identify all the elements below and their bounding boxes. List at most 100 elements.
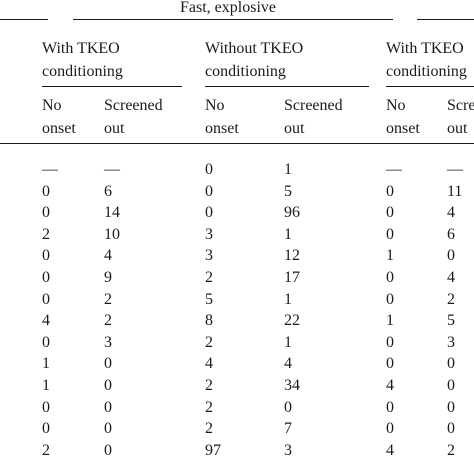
table-cell: 1 [284,225,292,243]
table-cell: 6 [104,182,112,200]
table-cell: 0 [447,377,455,394]
table-cell: 1 [284,333,292,351]
table-cell: 0 [104,441,112,459]
table-cell: 0 [447,420,455,438]
table-cell: 0 [386,398,394,416]
table-cell: 10 [104,225,120,243]
table-cell: 3 [104,333,112,351]
top-rule-right [417,19,474,20]
table-cell: 0 [447,355,455,373]
table-cell: 4 [104,247,112,265]
table-cell: 0 [42,333,50,351]
table-cell: 5 [205,290,213,308]
table-cell: 0 [104,355,112,373]
table-cell: 0 [386,355,394,373]
table-cell: 3 [205,225,213,243]
sub-header-col-1-line-1: No [42,97,62,114]
table-cell: 1 [386,312,394,330]
sub-header-col-1-line-2: onset [42,120,76,137]
table-cell: 34 [284,377,300,394]
table-cell: 17 [284,269,300,286]
sub-header-col-2-line-2: out [104,120,125,137]
group-header-2-line-2: conditioning [205,63,286,80]
table-cell: 3 [447,333,455,351]
table-cell: 0 [386,333,394,351]
table-cell: 0 [386,420,394,438]
table-cell: 5 [447,312,455,330]
table-cell: 2 [205,333,213,351]
group-header-3-line-2: conditioning [386,63,467,80]
table-cell: 22 [284,312,300,330]
sub-header-col-4-line-2: out [284,120,305,137]
table-cell: 0 [42,420,50,438]
table-cell: 4 [386,377,394,394]
group-header-2-line-1: Without TKEO [205,40,304,57]
table-cell: 97 [205,441,221,459]
group-header-1-line-1: With TKEO [42,40,120,57]
sub-header-col-6-line-1: Scre [447,97,474,114]
table-cell: 0 [386,290,394,308]
table-cell: 0 [205,182,213,200]
sub-header-col-5-line-2: onset [386,120,420,137]
table-cell: 0 [386,204,394,222]
table-cell: 0 [386,182,394,200]
table-cell: 4 [386,441,394,459]
table-cell: 0 [205,204,213,222]
table-cell: 0 [284,398,292,416]
group-header-3-line-1: With TKEO [386,40,464,57]
table-cell: 7 [284,420,292,438]
table-cell: 2 [42,225,50,243]
sub-header-col-3-line-2: onset [205,120,239,137]
group-rule-2 [205,86,369,87]
table-cell: 0 [42,269,50,286]
table-cell: 12 [284,247,300,265]
table-cell: 3 [205,247,213,265]
table-cell: 0 [386,269,394,286]
table-cell: — [104,161,120,178]
table-cell: 9 [104,269,112,286]
table-cell: 4 [42,312,50,330]
sub-header-col-5-line-1: No [386,97,406,114]
table-cell: 0 [205,161,213,178]
top-rule-left [0,19,48,20]
table-cell: 0 [42,290,50,308]
table-cell: 4 [447,269,455,286]
table-cell: 0 [42,204,50,222]
table-cell: 6 [447,225,455,243]
table-cell: 0 [42,398,50,416]
table-cell: 2 [205,398,213,416]
table-cell: — [42,161,58,178]
group-rule-3 [386,86,474,87]
table-cell: 1 [284,290,292,308]
header-bottom-rule [0,143,474,144]
table-cell: 0 [42,247,50,265]
table-cell: 2 [447,290,455,308]
table-cell: 2 [447,441,455,459]
table-cell: 2 [205,420,213,438]
table-cell: 4 [205,355,213,373]
table-cell: 11 [447,182,463,200]
table-cell: 1 [42,377,50,394]
top-rule-middle [73,19,393,20]
table-cell: 0 [447,247,455,265]
group-header-1-line-2: conditioning [42,63,123,80]
table-cell: 0 [104,420,112,438]
sub-header-col-6-line-2: out [447,120,468,137]
table-cell: — [447,161,463,178]
table-cell: 0 [104,377,112,394]
table-cell: 2 [205,377,213,394]
table-cell: 0 [386,225,394,243]
table-cell: 2 [104,312,112,330]
sub-header-col-2-line-1: Screened [104,97,163,114]
sub-header-col-4-line-1: Screened [284,97,343,114]
table-cell: 14 [104,204,120,222]
table-cell: 1 [42,355,50,373]
table-cell: 5 [284,182,292,200]
top-header: Fast, explosive [180,0,276,16]
table-cell: 4 [284,355,292,373]
table-cell: 0 [447,398,455,416]
table-cell: 3 [284,441,292,459]
table-cell: 2 [104,290,112,308]
table-cell: 8 [205,312,213,330]
table-cell: 96 [284,204,300,222]
